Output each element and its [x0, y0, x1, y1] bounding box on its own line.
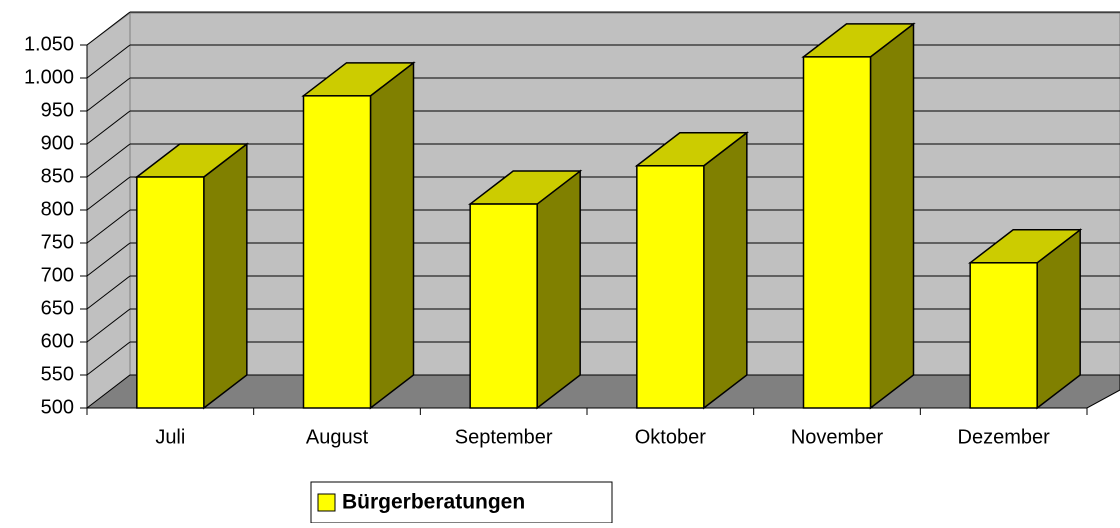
floor — [85, 374, 1120, 409]
bar — [801, 22, 916, 410]
y-tick-label: 700 — [41, 264, 74, 286]
y-tick-label: 800 — [41, 198, 74, 220]
bar-side — [203, 142, 248, 410]
grid-line — [86, 44, 131, 79]
y-tick-label: 1.050 — [24, 33, 74, 55]
x-tick-label: November — [791, 426, 884, 448]
grid-line — [86, 341, 131, 376]
x-tick-label: September — [455, 426, 553, 448]
y-tick-label: 850 — [41, 165, 74, 187]
x-tick-label: August — [306, 426, 369, 448]
bar — [467, 169, 583, 410]
grid-line — [86, 209, 131, 244]
bar-side — [703, 131, 748, 410]
grid-line — [86, 308, 131, 343]
bar-front — [302, 95, 372, 409]
x-tick-label: Juli — [155, 426, 185, 448]
y-tick-label: 750 — [41, 231, 74, 253]
legend-swatch — [317, 493, 336, 512]
x-tick-label: Oktober — [635, 426, 706, 448]
grid-line — [86, 176, 131, 211]
bar — [301, 61, 416, 410]
bar-side — [869, 22, 915, 410]
bar-front — [469, 203, 538, 409]
bar-front — [636, 165, 705, 409]
y-tick-label: 1.000 — [24, 66, 74, 88]
bar-front — [969, 262, 1038, 409]
y-tick-label: 650 — [41, 297, 74, 319]
y-tick-label: 550 — [41, 363, 74, 385]
grid-line — [86, 110, 131, 145]
y-tick-label: 950 — [41, 99, 74, 121]
x-tick-label: Dezember — [958, 426, 1051, 448]
y-tick-label: 600 — [41, 330, 74, 352]
side-wall — [86, 12, 131, 410]
bar — [134, 142, 250, 410]
grid-line — [86, 77, 131, 112]
grid-line — [86, 143, 131, 178]
y-tick-label: 900 — [41, 132, 74, 154]
legend — [310, 481, 613, 524]
grid-line — [86, 11, 131, 46]
bar-side — [369, 61, 415, 410]
grid-line — [86, 275, 131, 310]
bar — [634, 131, 750, 410]
bar-side — [536, 169, 581, 410]
grid-line — [86, 242, 131, 277]
bar-front — [136, 176, 205, 409]
bar-front — [802, 56, 872, 409]
bar — [967, 228, 1083, 410]
legend-label: Bürgerberatungen — [342, 491, 525, 514]
y-tick-label: 500 — [41, 396, 74, 418]
